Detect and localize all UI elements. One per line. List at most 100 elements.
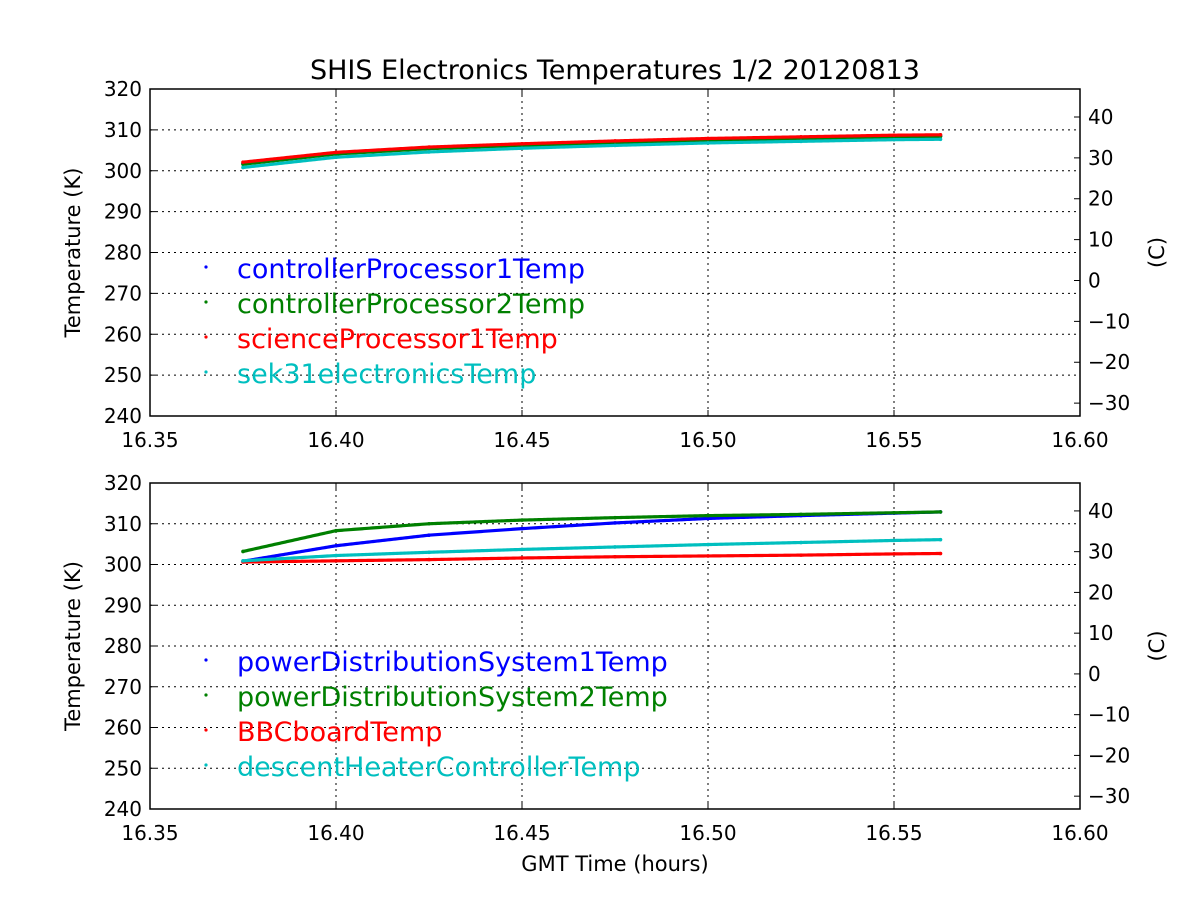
x-tick-label: 16.45 [493, 821, 550, 845]
legend-marker [204, 300, 208, 304]
right-tick-label: 0 [1088, 268, 1101, 292]
data-point [520, 141, 524, 146]
y-tick-label: 280 [104, 634, 142, 658]
data-point [241, 559, 245, 563]
right-tick-label: 40 [1088, 105, 1113, 129]
data-point [706, 554, 710, 558]
x-tick-label: 16.55 [865, 821, 922, 845]
data-point [427, 533, 431, 537]
data-point [427, 550, 431, 555]
legend-marker [204, 265, 208, 269]
data-point [427, 145, 431, 149]
right-tick-label: 10 [1088, 621, 1113, 645]
right-tick-label: −30 [1088, 391, 1130, 415]
data-point [706, 141, 710, 145]
x-tick-label: 16.45 [493, 428, 550, 452]
data-point [799, 135, 803, 139]
data-point [613, 521, 617, 525]
y-tick-label: 280 [104, 241, 142, 265]
x-tick-label: 16.60 [1051, 428, 1108, 452]
legend-marker [204, 693, 208, 697]
plot-frame [149, 88, 1081, 417]
legend: controllerProcessor1Temp controllerProces… [204, 254, 585, 390]
legend-entry: sek31electronicsTemp [237, 359, 536, 390]
x-tick-label: 16.40 [307, 428, 364, 452]
y-tick-label: 290 [104, 593, 142, 617]
data-point [892, 137, 896, 142]
data-point [334, 559, 338, 563]
right-tick-label: −20 [1088, 350, 1130, 374]
data-point [520, 526, 524, 531]
data-point [706, 136, 710, 141]
x-axis-label: GMT Time (hours) [521, 852, 708, 876]
data-point [706, 513, 710, 518]
data-point [334, 553, 338, 558]
y-tick-label: 300 [104, 159, 142, 183]
legend-marker [204, 335, 208, 339]
x-tick-label: 16.35 [121, 821, 178, 845]
right-tick-label: −10 [1088, 309, 1130, 333]
plot-frame [149, 482, 1081, 810]
y-tick-label: 260 [104, 322, 142, 346]
data-point [613, 545, 617, 549]
y-tick-label: 270 [104, 675, 142, 699]
series-descentHeaterControllerTemp [241, 537, 943, 563]
y-tick-label: 300 [104, 553, 142, 577]
legend-entry: BBCboardTemp [237, 717, 442, 748]
series-trace [241, 551, 943, 564]
data-point [427, 150, 431, 154]
series-trace [241, 538, 943, 563]
y-axis-label: Temperature (K) [61, 168, 85, 339]
legend-marker [204, 370, 208, 374]
data-point [938, 551, 943, 556]
data-point [520, 518, 524, 522]
legend-marker [204, 728, 208, 732]
data-point [706, 542, 710, 547]
y-tick-label: 310 [104, 118, 142, 142]
x-tick-label: 16.60 [1051, 821, 1108, 845]
right-tick-label: −10 [1088, 703, 1130, 727]
data-point [241, 165, 245, 170]
data-point [613, 515, 617, 520]
y-tick-label: 250 [104, 756, 142, 780]
data-point [520, 556, 524, 560]
y-tick-label: 320 [104, 77, 142, 101]
y-tick-label: 240 [104, 404, 142, 428]
right-tick-label: 10 [1088, 228, 1113, 252]
y-tick-label: 290 [104, 200, 142, 224]
data-point [613, 554, 617, 559]
series-trace [241, 134, 943, 166]
data-point [938, 132, 943, 137]
data-point [799, 540, 803, 545]
legend-entry: controllerProcessor1Temp [237, 254, 585, 285]
y-tick-label: 320 [104, 471, 142, 495]
data-point [334, 528, 338, 533]
data-point [799, 553, 803, 557]
legend-marker [204, 658, 208, 662]
data-point [938, 137, 943, 142]
top-temperature-panel: 16.35 16.40 16.45 16.50 16.55 16.60 240 250 260 2… [61, 77, 1169, 452]
y-tick-label: 250 [104, 363, 142, 387]
data-point [892, 510, 896, 515]
data-point [938, 510, 943, 514]
data-point [334, 150, 338, 155]
x-tick-label: 16.55 [865, 428, 922, 452]
legend-entry: powerDistributionSystem2Temp [237, 682, 668, 713]
series-powerDistributionSystem2Temp [241, 510, 943, 554]
legend: powerDistributionSystem1Temp powerDistrib… [204, 647, 668, 783]
right-tick-label: −30 [1088, 784, 1130, 808]
legend-entry: controllerProcessor2Temp [237, 289, 585, 320]
data-point [938, 537, 943, 542]
y-axis-label: Temperature (K) [61, 561, 85, 732]
data-point [241, 549, 245, 554]
y-tick-label: 260 [104, 716, 142, 740]
legend-entry: powerDistributionSystem1Temp [237, 647, 668, 678]
series-scienceProcessor1Temp [241, 132, 943, 164]
data-point [334, 543, 338, 548]
y-tick-label: 310 [104, 512, 142, 536]
data-point [427, 521, 431, 526]
right-tick-label: 20 [1088, 187, 1113, 211]
chart-title: SHIS Electronics Temperatures 1/2 201208… [310, 55, 920, 86]
x-tick-label: 16.35 [121, 428, 178, 452]
